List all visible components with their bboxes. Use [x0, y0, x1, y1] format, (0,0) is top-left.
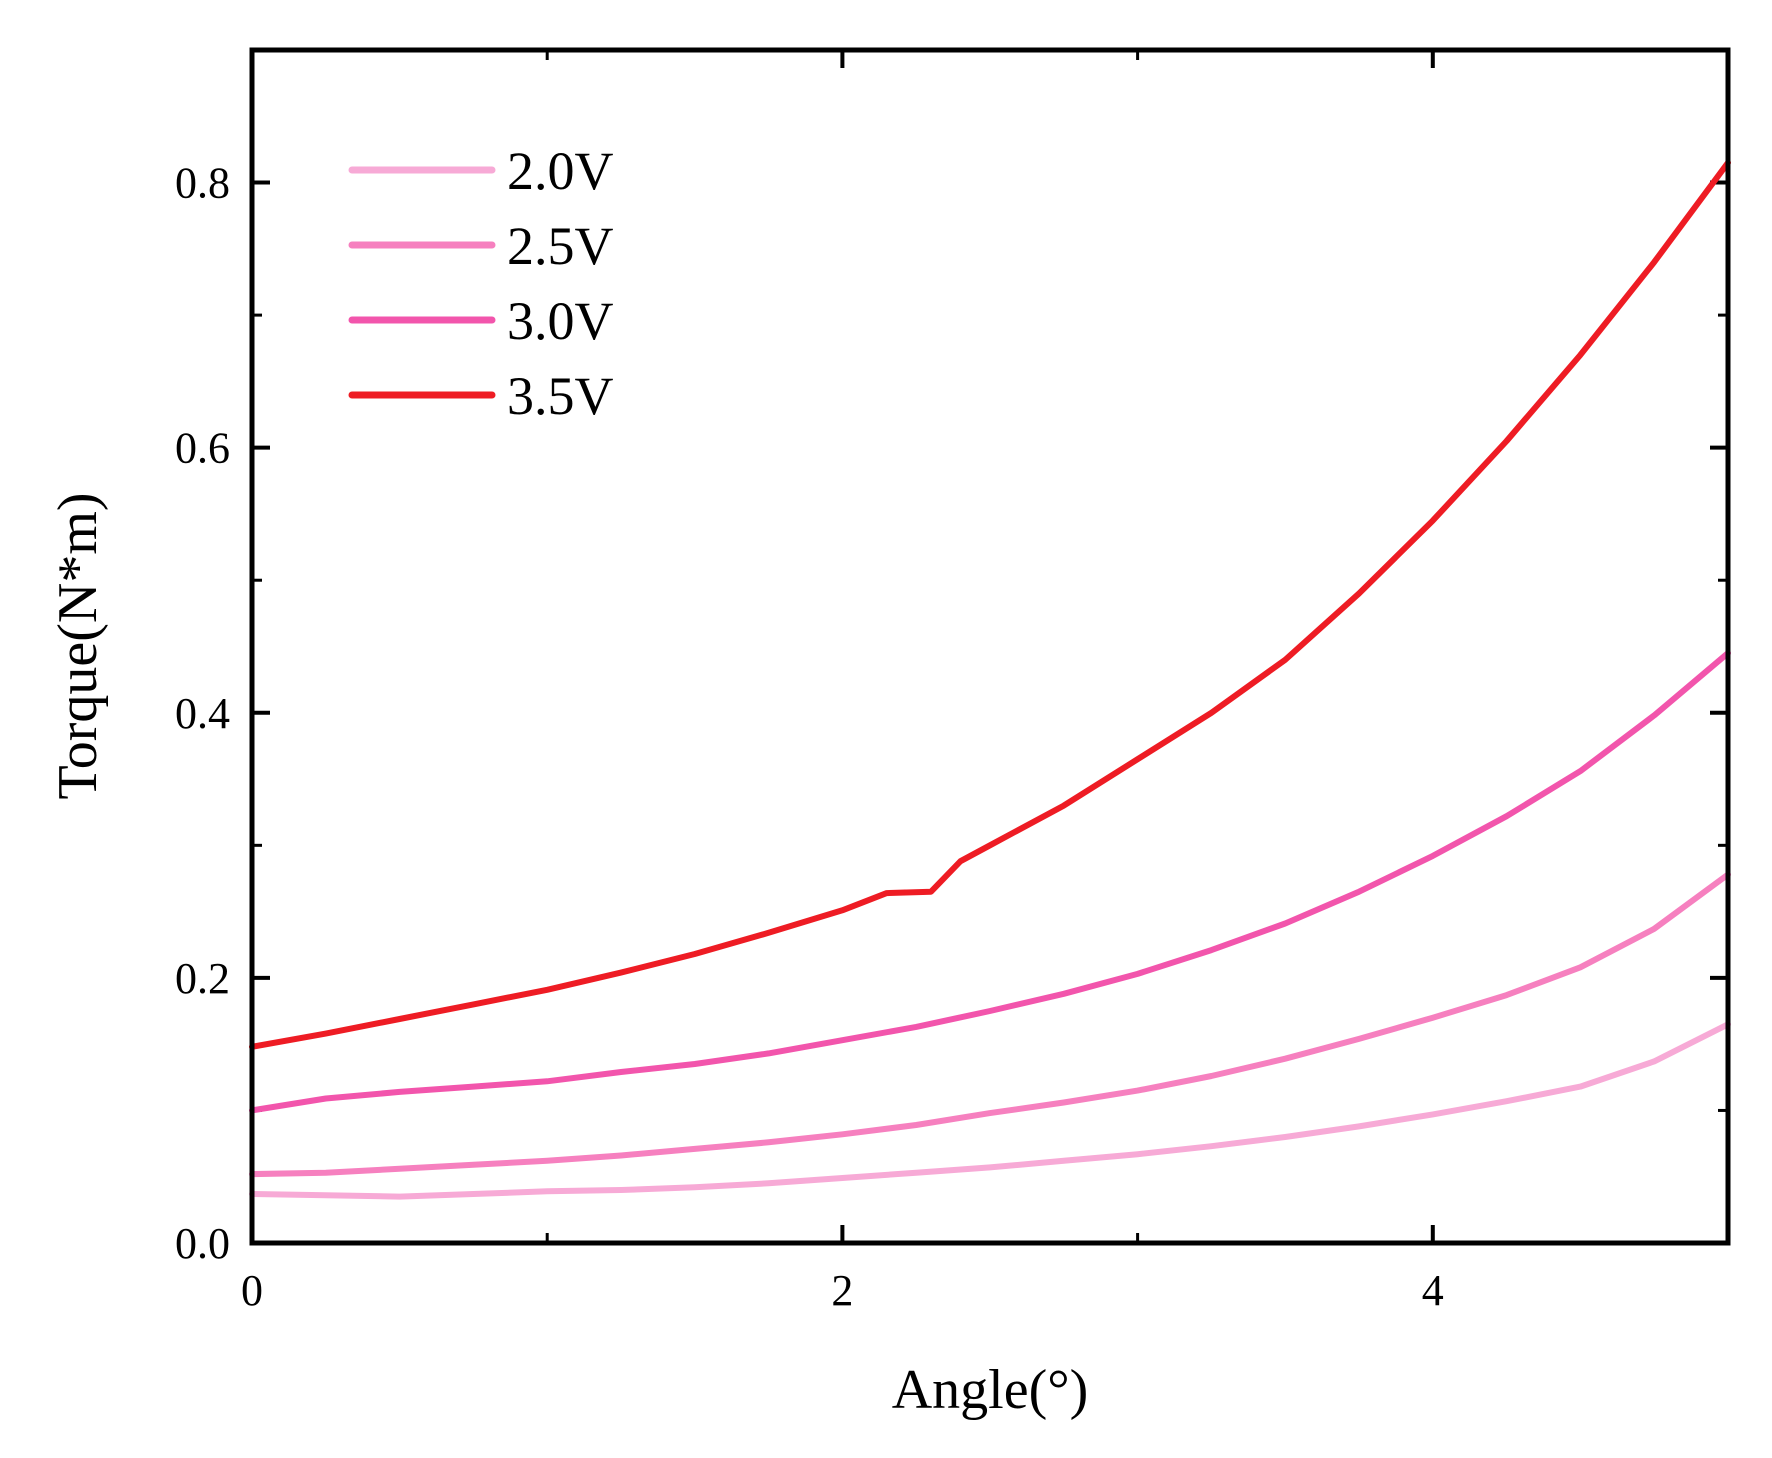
- series-line-2-5v: [249, 871, 1731, 1178]
- legend-label: 3.5V: [507, 366, 614, 426]
- series-line-2-0v: [249, 1021, 1731, 1200]
- y-tick-label: 0.4: [175, 689, 230, 738]
- x-axis-label: Angle(°): [892, 1359, 1089, 1421]
- tick-labels-layer: 0 2 4 0.0 0.2 0.4 0.6 0.8: [175, 159, 1444, 1315]
- legend-label: 3.0V: [507, 291, 614, 351]
- plot-frame: [249, 47, 1731, 1246]
- series-line-3-0v: [249, 650, 1731, 1114]
- legend-label: 2.0V: [507, 141, 614, 201]
- y-tick-label: 0.2: [175, 954, 230, 1003]
- x-tick-label: 0: [241, 1266, 263, 1315]
- y-tick-label: 0.0: [175, 1219, 230, 1268]
- x-tick-label: 2: [831, 1266, 853, 1315]
- legend-label: 2.5V: [507, 216, 614, 276]
- y-axis-label: Torque(N*m): [47, 492, 109, 799]
- y-tick-label: 0.6: [175, 424, 230, 473]
- y-tick-label: 0.8: [175, 159, 230, 208]
- series-line-3-5v: [249, 159, 1731, 1050]
- legend: 2.0V 2.5V 3.0V 3.5V: [348, 141, 614, 426]
- x-tick-label: 4: [1422, 1266, 1444, 1315]
- series-layer: [249, 159, 1731, 1200]
